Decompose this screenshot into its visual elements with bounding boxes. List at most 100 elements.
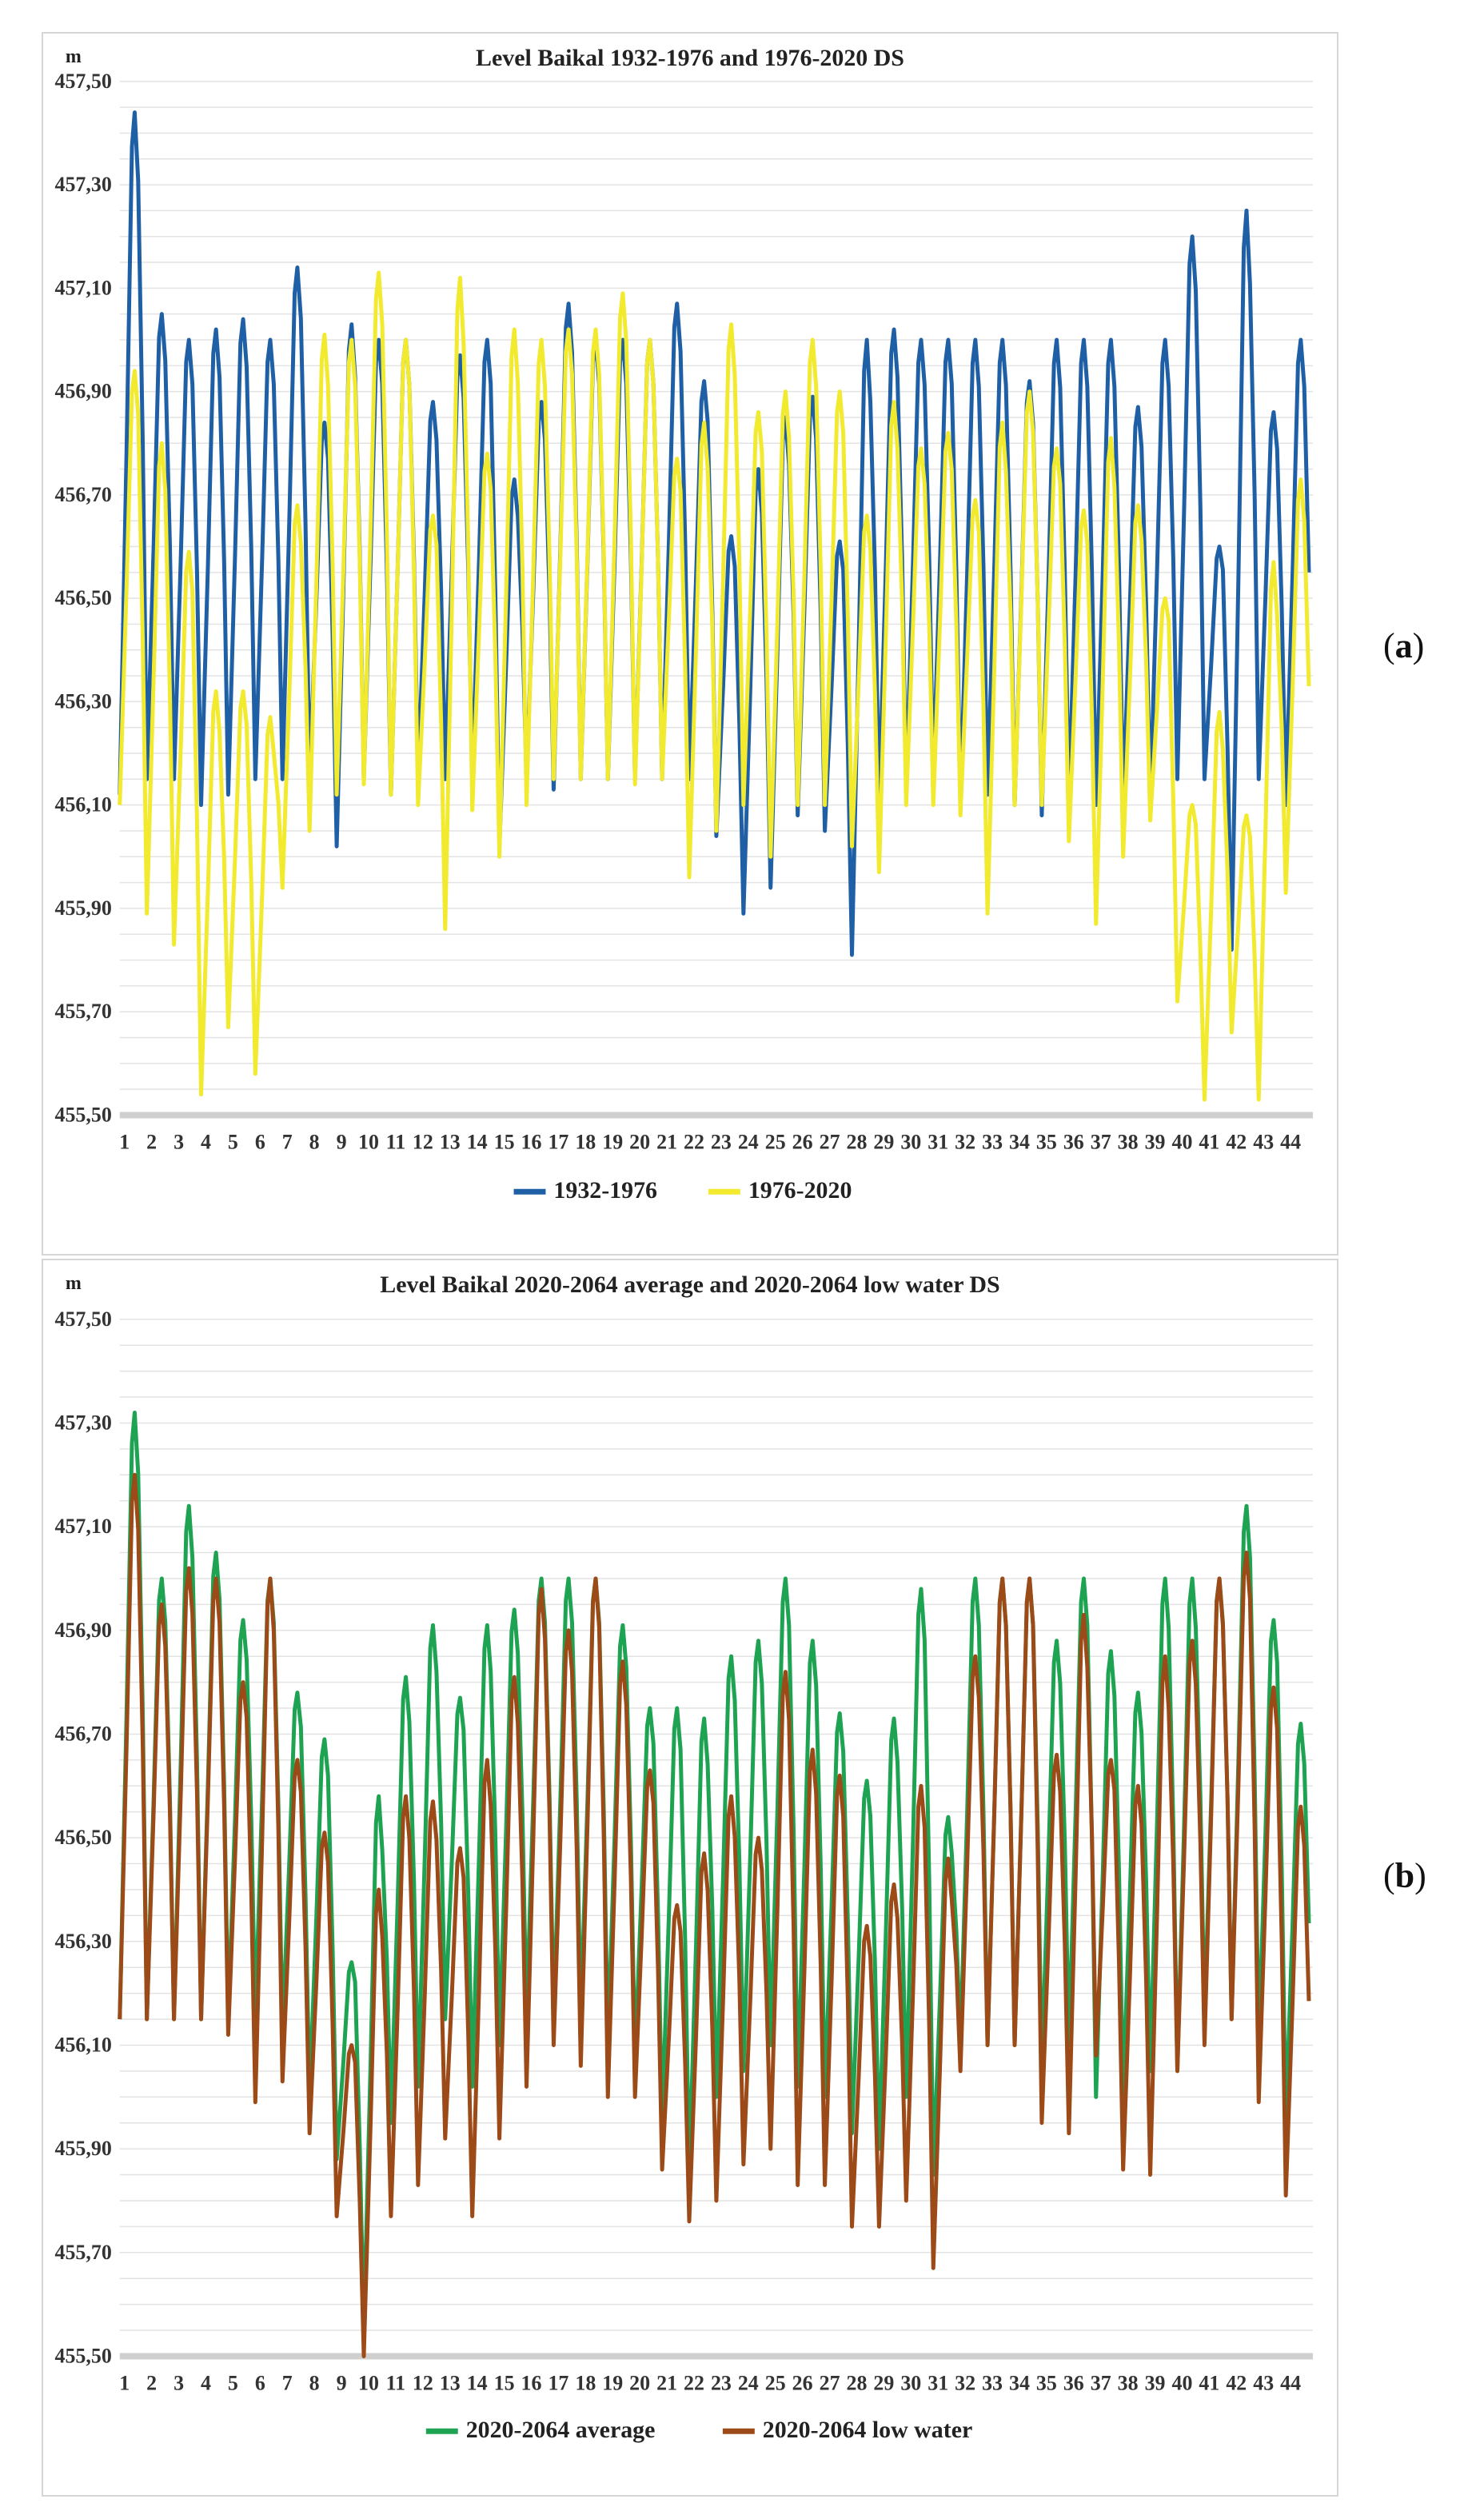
- x-tick-label: 22: [684, 2371, 704, 2394]
- x-tick-label: 44: [1280, 1130, 1301, 1153]
- x-tick-label: 32: [955, 2371, 975, 2394]
- chart-b-x-axis: 1 2 3 4 5 6 7 8 9 10 11 12 13 14 15 16 17 18 19 20 21 22 23 24 2…: [119, 2371, 1301, 2394]
- y-tick-label: 457,30: [54, 1411, 111, 1434]
- x-tick-label: 11: [386, 1130, 406, 1153]
- x-tick-label: 20: [629, 1130, 650, 1153]
- chart-b-ylabel: m: [66, 1273, 82, 1294]
- x-tick-label: 9: [337, 1130, 347, 1153]
- x-tick-label: 25: [765, 1130, 786, 1153]
- x-tick-label: 6: [255, 1130, 265, 1153]
- x-axis-line: [119, 2353, 1314, 2360]
- chart-panel-b: Level Baikal 2020-2064 average and 2020-…: [42, 1259, 1338, 2497]
- x-tick-label: 10: [358, 1130, 379, 1153]
- x-tick-label: 41: [1199, 1130, 1219, 1153]
- x-tick-label: 35: [1036, 2371, 1057, 2394]
- chart-b-y-axis: 455,50 455,70 455,90 456,10 456,30 456,50 456,…: [54, 1307, 111, 2368]
- x-tick-label: 33: [982, 1130, 1003, 1153]
- x-tick-label: 20: [629, 2371, 650, 2394]
- y-tick-label: 455,50: [54, 1103, 111, 1126]
- y-tick-label: 457,50: [54, 1307, 111, 1331]
- x-tick-label: 2: [146, 2371, 157, 2394]
- x-tick-label: 32: [955, 1130, 975, 1153]
- x-tick-label: 27: [820, 1130, 840, 1153]
- x-tick-label: 21: [656, 2371, 677, 2394]
- x-axis-line: [119, 1112, 1314, 1119]
- x-tick-label: 9: [337, 2371, 347, 2394]
- legend-label: 1932-1976: [553, 1177, 657, 1204]
- y-tick-label: 456,50: [54, 586, 111, 609]
- chart-a-x-axis: 1 2 3 4 5 6 7 8 9 10 11 12 13 14 15 16 17 18 19 20 21 22 23 24 2…: [119, 1130, 1301, 1153]
- x-tick-label: 8: [309, 1130, 320, 1153]
- x-tick-label: 12: [413, 2371, 433, 2394]
- x-tick-label: 29: [873, 1130, 894, 1153]
- y-tick-label: 456,30: [54, 1930, 111, 1953]
- x-tick-label: 25: [765, 2371, 786, 2394]
- x-tick-label: 39: [1145, 1130, 1166, 1153]
- x-tick-label: 41: [1199, 2371, 1219, 2394]
- chart-b-title: Level Baikal 2020-2064 average and 2020-…: [380, 1271, 999, 1298]
- x-tick-label: 13: [440, 2371, 461, 2394]
- x-tick-label: 14: [467, 2371, 488, 2394]
- x-tick-label: 8: [309, 2371, 320, 2394]
- chart-a-title: Level Baikal 1932-1976 and 1976-2020 DS: [476, 45, 904, 71]
- x-tick-label: 15: [494, 2371, 515, 2394]
- series-line-1: [118, 1411, 1311, 2333]
- chart-b-series: [118, 1411, 1311, 2358]
- x-tick-label: 34: [1009, 2371, 1030, 2394]
- x-tick-label: 24: [738, 2371, 759, 2394]
- x-tick-label: 12: [413, 1130, 433, 1153]
- x-tick-label: 17: [548, 1130, 568, 1153]
- x-tick-label: 23: [711, 2371, 732, 2394]
- chart-b-canvas: Level Baikal 2020-2064 average and 2020-…: [54, 1271, 1314, 2443]
- x-tick-label: 13: [440, 1130, 461, 1153]
- x-tick-label: 4: [201, 2371, 211, 2394]
- x-tick-label: 16: [521, 2371, 542, 2394]
- x-tick-label: 28: [847, 1130, 868, 1153]
- x-tick-label: 40: [1172, 2371, 1193, 2394]
- x-tick-label: 44: [1280, 2371, 1301, 2394]
- chart-a-y-axis: 455,50 455,70 455,90 456,10 456,30 456,50 456,…: [54, 70, 111, 1127]
- y-tick-label: 456,10: [54, 2033, 111, 2056]
- x-tick-label: 35: [1036, 1130, 1057, 1153]
- x-tick-label: 16: [521, 1130, 542, 1153]
- x-tick-label: 5: [228, 2371, 238, 2394]
- x-tick-label: 39: [1145, 2371, 1166, 2394]
- x-tick-label: 21: [656, 1130, 677, 1153]
- x-tick-label: 34: [1009, 1130, 1030, 1153]
- y-tick-label: 456,70: [54, 483, 111, 506]
- x-tick-label: 18: [575, 2371, 596, 2394]
- x-tick-label: 22: [684, 1130, 704, 1153]
- x-tick-label: 23: [711, 1130, 732, 1153]
- y-tick-label: 455,90: [54, 2137, 111, 2160]
- x-tick-label: 6: [255, 2371, 265, 2394]
- x-tick-label: 19: [602, 1130, 623, 1153]
- y-tick-label: 456,70: [54, 1722, 111, 1745]
- panel-a-label: (a): [1383, 626, 1425, 665]
- chart-a-series: [118, 110, 1311, 1102]
- panel-b-label: (b): [1383, 1856, 1426, 1895]
- x-tick-label: 1: [119, 1130, 130, 1153]
- chart-a-legend: 1932-1976 1976-2020: [513, 1177, 852, 1204]
- x-tick-label: 14: [467, 1130, 488, 1153]
- x-tick-label: 28: [847, 2371, 868, 2394]
- chart-b-legend: 2020-2064 average 2020-2064 low water: [425, 2417, 972, 2443]
- x-tick-label: 5: [228, 1130, 238, 1153]
- y-tick-label: 456,90: [54, 380, 111, 403]
- y-tick-label: 457,50: [54, 70, 111, 93]
- series-line-2: [118, 270, 1311, 1102]
- y-tick-label: 456,10: [54, 793, 111, 816]
- y-tick-label: 457,10: [54, 1515, 111, 1538]
- x-tick-label: 18: [575, 1130, 596, 1153]
- x-tick-label: 3: [174, 1130, 184, 1153]
- x-tick-label: 38: [1118, 1130, 1139, 1153]
- x-tick-label: 30: [900, 2371, 921, 2394]
- y-tick-label: 455,50: [54, 2344, 111, 2367]
- y-tick-label: 455,70: [54, 1000, 111, 1023]
- x-tick-label: 30: [900, 1130, 921, 1153]
- chart-a-ylabel: m: [66, 46, 82, 67]
- x-tick-label: 29: [873, 2371, 894, 2394]
- x-tick-label: 3: [174, 2371, 184, 2394]
- chart-panel-a: Level Baikal 1932-1976 and 1976-2020 DS …: [42, 32, 1338, 1256]
- x-tick-label: 37: [1091, 2371, 1111, 2394]
- legend-label: 2020-2064 average: [466, 2417, 656, 2443]
